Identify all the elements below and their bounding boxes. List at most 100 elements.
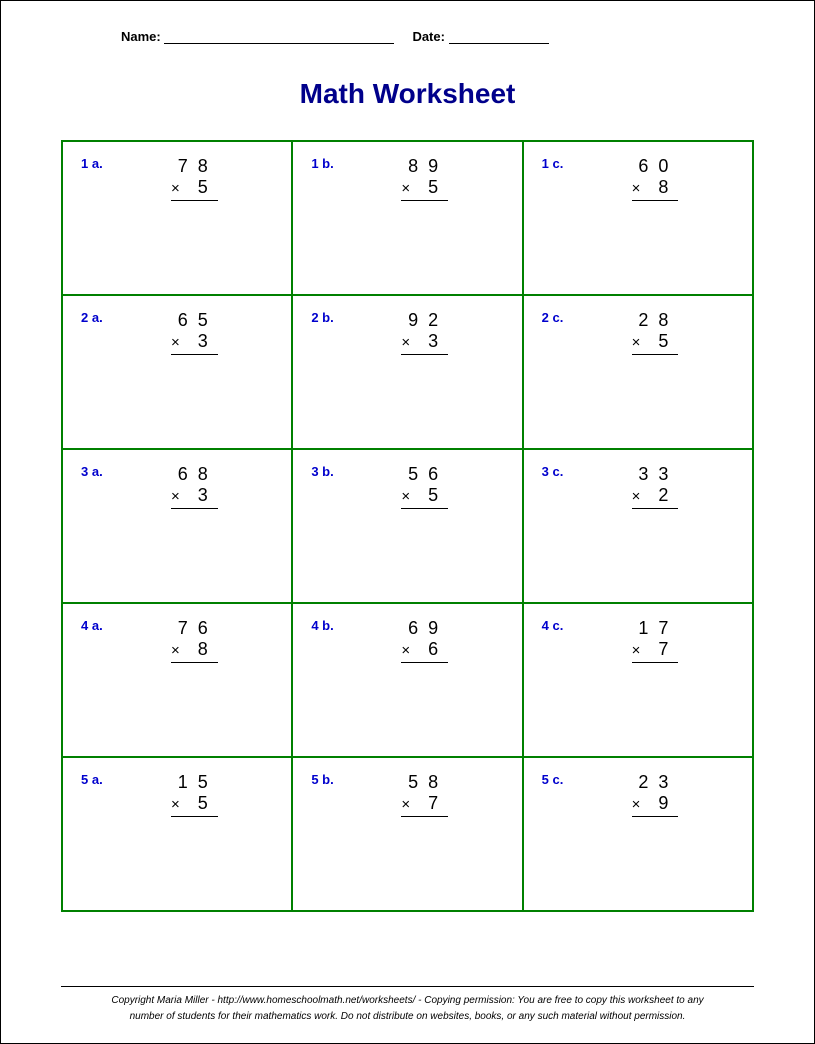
problem-label: 5 a. bbox=[81, 772, 121, 787]
multiplicand: 76 bbox=[171, 618, 218, 639]
problem-cell: 1 c. 60 × 8 bbox=[523, 141, 753, 295]
multiplicand: 69 bbox=[401, 618, 448, 639]
multiplier-row: ×3 bbox=[171, 485, 218, 509]
times-icon: × bbox=[632, 180, 641, 197]
multiplication-problem: 58×7 bbox=[401, 772, 448, 817]
multiplication-problem: 23×9 bbox=[632, 772, 679, 817]
problem-cell: 5 c.23×9 bbox=[523, 757, 753, 911]
problem-label: 2 c. bbox=[542, 310, 582, 325]
multiplier: 6 bbox=[428, 639, 448, 659]
multiplier: 3 bbox=[428, 331, 448, 351]
multiplication-problem: 15×5 bbox=[171, 772, 218, 817]
multiplication-problem: 89×5 bbox=[401, 156, 448, 201]
multiplier-row: ×8 bbox=[171, 639, 218, 663]
problem-cell: 1 a. 78×5 bbox=[62, 141, 292, 295]
multiplier: 7 bbox=[428, 793, 448, 813]
multiplier-row: ×5 bbox=[171, 793, 218, 817]
multiplier-row: ×5 bbox=[632, 331, 679, 355]
footer-line-2: number of students for their mathematics… bbox=[130, 1011, 686, 1022]
problem-label: 3 a. bbox=[81, 464, 121, 479]
header-line: Name: Date: bbox=[121, 29, 754, 44]
date-blank[interactable] bbox=[449, 32, 549, 44]
problem-grid: 1 a.78×51 b.89×51 c.60×82 a.65×32 b.92×3… bbox=[61, 140, 754, 912]
multiplicand: 78 bbox=[171, 156, 218, 177]
times-icon: × bbox=[401, 796, 410, 813]
multiplicand: 17 bbox=[632, 618, 679, 639]
multiplicand: 58 bbox=[401, 772, 448, 793]
multiplication-problem: 76×8 bbox=[171, 618, 218, 663]
times-icon: × bbox=[401, 488, 410, 505]
name-blank[interactable] bbox=[164, 32, 394, 44]
multiplicand: 68 bbox=[171, 464, 218, 485]
multiplication-problem: 65×3 bbox=[171, 310, 218, 355]
multiplier: 8 bbox=[658, 177, 678, 197]
multiplication-problem: 69×6 bbox=[401, 618, 448, 663]
multiplier: 2 bbox=[658, 485, 678, 505]
multiplication-problem: 68×3 bbox=[171, 464, 218, 509]
problem-label: 3 b. bbox=[311, 464, 351, 479]
multiplicand: 89 bbox=[401, 156, 448, 177]
multiplier: 5 bbox=[658, 331, 678, 351]
problem-label: 1 c. bbox=[542, 156, 582, 171]
multiplier: 5 bbox=[428, 485, 448, 505]
problem-label: 2 a. bbox=[81, 310, 121, 325]
multiplier-row: ×9 bbox=[632, 793, 679, 817]
problem-label: 1 b. bbox=[311, 156, 351, 171]
problem-cell: 3 b. 56 × 5 bbox=[292, 449, 522, 603]
multiplier-row: ×3 bbox=[171, 331, 218, 355]
worksheet-page: Name: Date: Math Worksheet 1 a.78×51 b.8… bbox=[0, 0, 815, 1044]
multiplicand: 60 bbox=[632, 156, 679, 177]
problem-label: 5 c. bbox=[542, 772, 582, 787]
multiplicand: 65 bbox=[171, 310, 218, 331]
multiplier-row: ×7 bbox=[632, 639, 679, 663]
multiplier-row: ×3 bbox=[401, 331, 448, 355]
problem-label: 1 a. bbox=[81, 156, 121, 171]
times-icon: × bbox=[401, 334, 410, 351]
footer-line-1: Copyright Maria Miller - http://www.home… bbox=[111, 995, 703, 1006]
multiplier: 8 bbox=[198, 639, 218, 659]
multiplicand: 92 bbox=[401, 310, 448, 331]
multiplier: 3 bbox=[198, 331, 218, 351]
problem-label: 4 a. bbox=[81, 618, 121, 633]
problem-cell: 1 b.89×5 bbox=[292, 141, 522, 295]
multiplication-problem: 92×3 bbox=[401, 310, 448, 355]
problem-label: 4 b. bbox=[311, 618, 351, 633]
problem-cell: 2 a.65×3 bbox=[62, 295, 292, 449]
problem-cell: 4 c. 17×7 bbox=[523, 603, 753, 757]
multiplier: 7 bbox=[658, 639, 678, 659]
times-icon: × bbox=[401, 180, 410, 197]
multiplier-row: ×2 bbox=[632, 485, 679, 509]
multiplier-row: ×7 bbox=[401, 793, 448, 817]
problem-cell: 2 c.28×5 bbox=[523, 295, 753, 449]
problem-label: 4 c. bbox=[542, 618, 582, 633]
problem-label: 3 c. bbox=[542, 464, 582, 479]
times-icon: × bbox=[632, 488, 641, 505]
name-label: Name: bbox=[121, 29, 161, 44]
multiplier: 5 bbox=[428, 177, 448, 197]
times-icon: × bbox=[171, 796, 180, 813]
multiplier: 3 bbox=[198, 485, 218, 505]
times-icon: × bbox=[632, 334, 641, 351]
multiplication-problem: 60 × 8 bbox=[632, 156, 679, 201]
times-icon: × bbox=[171, 488, 180, 505]
multiplicand: 33 bbox=[632, 464, 679, 485]
times-icon: × bbox=[401, 642, 410, 659]
problem-cell: 3 c.33×2 bbox=[523, 449, 753, 603]
problem-cell: 3 a.68×3 bbox=[62, 449, 292, 603]
multiplier-row: ×5 bbox=[401, 177, 448, 201]
problem-cell: 2 b.92×3 bbox=[292, 295, 522, 449]
problem-cell: 5 b.58×7 bbox=[292, 757, 522, 911]
times-icon: × bbox=[632, 796, 641, 813]
problem-label: 2 b. bbox=[311, 310, 351, 325]
multiplier-row: ×6 bbox=[401, 639, 448, 663]
multiplicand: 56 bbox=[401, 464, 448, 485]
problem-cell: 4 b.69×6 bbox=[292, 603, 522, 757]
page-title: Math Worksheet bbox=[61, 78, 754, 110]
date-label: Date: bbox=[412, 29, 445, 44]
multiplication-problem: 33×2 bbox=[632, 464, 679, 509]
multiplier-row: ×5 bbox=[171, 177, 218, 201]
multiplier: 9 bbox=[658, 793, 678, 813]
times-icon: × bbox=[171, 334, 180, 351]
multiplicand: 15 bbox=[171, 772, 218, 793]
multiplication-problem: 28×5 bbox=[632, 310, 679, 355]
